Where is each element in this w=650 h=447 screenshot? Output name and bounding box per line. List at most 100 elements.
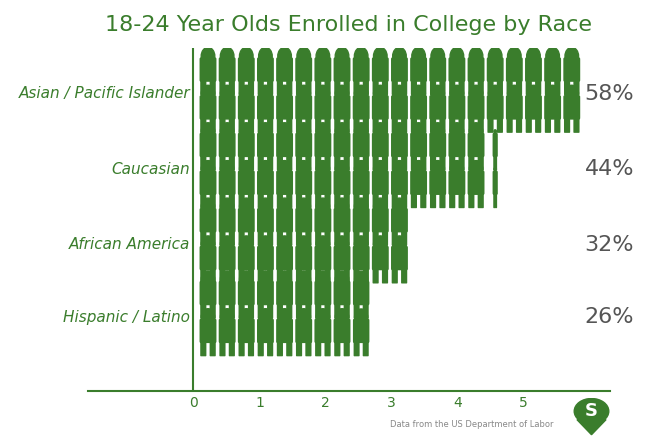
Circle shape xyxy=(431,47,445,65)
FancyBboxPatch shape xyxy=(276,281,293,305)
FancyBboxPatch shape xyxy=(200,133,216,157)
FancyBboxPatch shape xyxy=(239,303,244,318)
FancyBboxPatch shape xyxy=(200,208,216,232)
Circle shape xyxy=(259,236,272,253)
Circle shape xyxy=(546,47,560,65)
FancyBboxPatch shape xyxy=(295,208,312,232)
Circle shape xyxy=(412,85,425,102)
FancyBboxPatch shape xyxy=(218,170,235,195)
FancyBboxPatch shape xyxy=(229,155,235,170)
Circle shape xyxy=(335,236,349,253)
FancyBboxPatch shape xyxy=(257,117,264,133)
FancyBboxPatch shape xyxy=(372,79,379,95)
FancyBboxPatch shape xyxy=(315,230,321,246)
Circle shape xyxy=(526,85,540,102)
FancyBboxPatch shape xyxy=(324,303,331,318)
FancyBboxPatch shape xyxy=(410,133,427,157)
Circle shape xyxy=(469,123,483,140)
Circle shape xyxy=(239,309,253,326)
FancyBboxPatch shape xyxy=(354,303,359,318)
Circle shape xyxy=(450,47,463,65)
FancyBboxPatch shape xyxy=(229,303,235,318)
Circle shape xyxy=(278,236,291,253)
FancyBboxPatch shape xyxy=(344,268,350,283)
Circle shape xyxy=(412,160,425,178)
FancyBboxPatch shape xyxy=(420,193,426,208)
FancyBboxPatch shape xyxy=(296,268,302,283)
FancyBboxPatch shape xyxy=(544,57,561,82)
Circle shape xyxy=(239,236,253,253)
Circle shape xyxy=(354,271,368,288)
FancyBboxPatch shape xyxy=(200,95,216,120)
FancyBboxPatch shape xyxy=(324,230,331,246)
FancyBboxPatch shape xyxy=(363,341,369,356)
FancyBboxPatch shape xyxy=(564,79,570,95)
FancyBboxPatch shape xyxy=(439,193,445,208)
FancyBboxPatch shape xyxy=(354,117,359,133)
FancyBboxPatch shape xyxy=(218,95,235,120)
Circle shape xyxy=(335,160,349,178)
FancyBboxPatch shape xyxy=(239,193,244,208)
Circle shape xyxy=(450,160,463,178)
FancyBboxPatch shape xyxy=(209,193,216,208)
FancyBboxPatch shape xyxy=(315,57,332,82)
FancyBboxPatch shape xyxy=(296,155,302,170)
FancyBboxPatch shape xyxy=(497,79,503,95)
FancyBboxPatch shape xyxy=(219,155,226,170)
FancyBboxPatch shape xyxy=(306,268,311,283)
Circle shape xyxy=(393,236,406,253)
Circle shape xyxy=(297,123,311,140)
Text: Data from the US Department of Labor: Data from the US Department of Labor xyxy=(390,420,554,429)
FancyBboxPatch shape xyxy=(487,57,504,82)
FancyBboxPatch shape xyxy=(467,95,484,120)
Title: 18-24 Year Olds Enrolled in College by Race: 18-24 Year Olds Enrolled in College by R… xyxy=(105,15,592,35)
FancyBboxPatch shape xyxy=(334,193,341,208)
FancyBboxPatch shape xyxy=(354,230,359,246)
FancyBboxPatch shape xyxy=(257,246,274,270)
FancyBboxPatch shape xyxy=(554,79,560,95)
FancyBboxPatch shape xyxy=(239,155,244,170)
FancyBboxPatch shape xyxy=(315,268,321,283)
FancyBboxPatch shape xyxy=(468,155,474,170)
Circle shape xyxy=(393,47,406,65)
Circle shape xyxy=(335,271,349,288)
Circle shape xyxy=(316,271,330,288)
FancyBboxPatch shape xyxy=(372,117,379,133)
FancyBboxPatch shape xyxy=(324,79,331,95)
FancyBboxPatch shape xyxy=(324,193,331,208)
FancyBboxPatch shape xyxy=(363,303,369,318)
Circle shape xyxy=(574,399,609,424)
Circle shape xyxy=(316,309,330,326)
Circle shape xyxy=(374,123,387,140)
Text: S: S xyxy=(585,402,598,420)
FancyBboxPatch shape xyxy=(200,341,207,356)
Circle shape xyxy=(202,309,214,326)
FancyBboxPatch shape xyxy=(219,303,226,318)
FancyBboxPatch shape xyxy=(239,341,244,356)
FancyBboxPatch shape xyxy=(219,341,226,356)
FancyBboxPatch shape xyxy=(344,230,350,246)
Circle shape xyxy=(450,85,463,102)
FancyBboxPatch shape xyxy=(448,170,465,195)
FancyBboxPatch shape xyxy=(229,193,235,208)
Circle shape xyxy=(393,85,406,102)
FancyBboxPatch shape xyxy=(219,117,226,133)
FancyBboxPatch shape xyxy=(267,230,273,246)
FancyBboxPatch shape xyxy=(238,57,255,82)
FancyBboxPatch shape xyxy=(391,208,408,232)
FancyBboxPatch shape xyxy=(257,268,264,283)
FancyBboxPatch shape xyxy=(315,193,321,208)
Circle shape xyxy=(297,47,311,65)
FancyBboxPatch shape xyxy=(333,319,350,343)
Circle shape xyxy=(469,47,483,65)
FancyBboxPatch shape xyxy=(238,246,255,270)
FancyBboxPatch shape xyxy=(554,117,560,133)
FancyBboxPatch shape xyxy=(315,95,332,120)
FancyBboxPatch shape xyxy=(353,170,370,195)
FancyBboxPatch shape xyxy=(354,268,359,283)
Circle shape xyxy=(412,47,425,65)
FancyBboxPatch shape xyxy=(333,281,350,305)
FancyBboxPatch shape xyxy=(306,230,311,246)
FancyBboxPatch shape xyxy=(392,117,398,133)
FancyBboxPatch shape xyxy=(333,246,350,270)
